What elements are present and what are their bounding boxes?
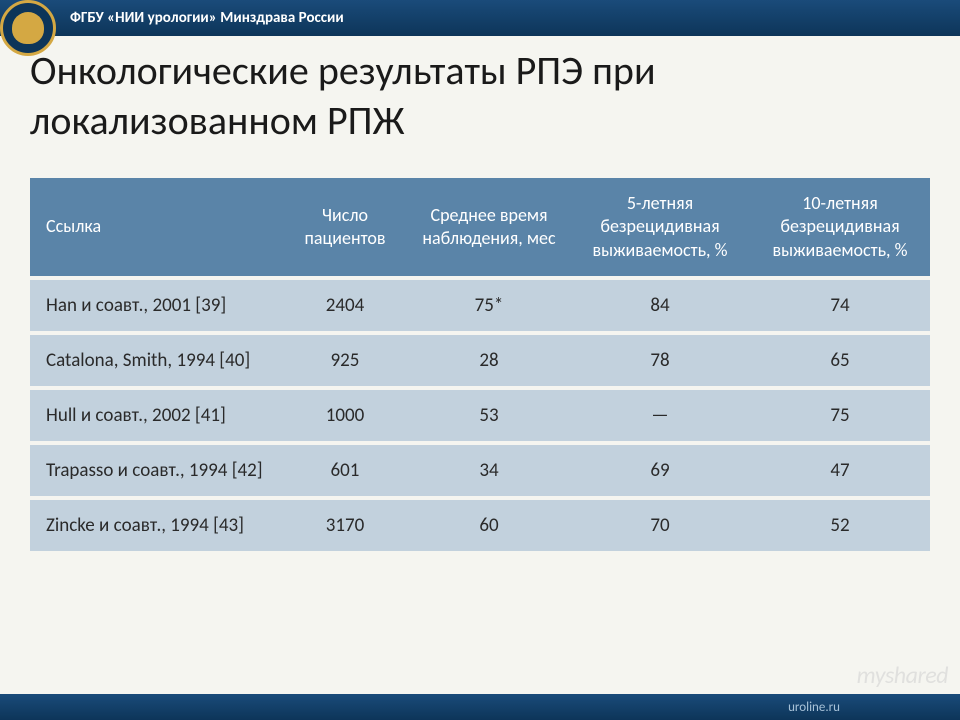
cell-5yr: 78: [570, 335, 750, 386]
col-header-followup: Среднее время наблюдения, мес: [408, 178, 570, 276]
table-row: Hull и соавт., 2002 [41] 1000 53 — 75: [30, 390, 930, 441]
table-row: Han и соавт., 2001 [39] 2404 75* 84 74: [30, 280, 930, 331]
cell-followup: 60: [408, 500, 570, 551]
cell-patients: 1000: [282, 390, 408, 441]
table-row: Zincke и соавт., 1994 [43] 3170 60 70 52: [30, 500, 930, 551]
footer-url: uroline.ru: [788, 700, 840, 715]
cell-followup: 75*: [408, 280, 570, 331]
cell-reference: Catalona, Smith, 1994 [40]: [30, 335, 282, 386]
col-header-5yr: 5-летняя безрецидивная выживаемость, %: [570, 178, 750, 276]
header-bar: ФГБУ «НИИ урологии» Минздрава России: [0, 0, 960, 36]
cell-10yr: 65: [750, 335, 930, 386]
cell-reference: Hull и соавт., 2002 [41]: [30, 390, 282, 441]
results-table: Ссылка Число пациентов Среднее время наб…: [30, 174, 930, 555]
cell-5yr: 70: [570, 500, 750, 551]
cell-5yr: —: [570, 390, 750, 441]
col-header-reference: Ссылка: [30, 178, 282, 276]
cell-patients: 2404: [282, 280, 408, 331]
cell-patients: 925: [282, 335, 408, 386]
cell-followup: 53: [408, 390, 570, 441]
cell-reference: Han и соавт., 2001 [39]: [30, 280, 282, 331]
col-header-patients: Число пациентов: [282, 178, 408, 276]
table-row: Catalona, Smith, 1994 [40] 925 28 78 65: [30, 335, 930, 386]
cell-followup: 34: [408, 445, 570, 496]
table-header-row: Ссылка Число пациентов Среднее время наб…: [30, 178, 930, 276]
cell-patients: 3170: [282, 500, 408, 551]
cell-5yr: 69: [570, 445, 750, 496]
slide-content: Онкологические результаты РПЭ при локали…: [0, 36, 960, 555]
slide-title: Онкологические результаты РПЭ при локали…: [30, 46, 930, 146]
org-name: ФГБУ «НИИ урологии» Минздрава России: [70, 9, 344, 27]
logo-symbol: [12, 12, 44, 44]
cell-reference: Zincke и соавт., 1994 [43]: [30, 500, 282, 551]
cell-reference: Trapasso и соавт., 1994 [42]: [30, 445, 282, 496]
institute-logo: [0, 0, 60, 60]
table-row: Trapasso и соавт., 1994 [42] 601 34 69 4…: [30, 445, 930, 496]
cell-5yr: 84: [570, 280, 750, 331]
cell-10yr: 47: [750, 445, 930, 496]
footer-bar: uroline.ru: [0, 694, 960, 720]
cell-patients: 601: [282, 445, 408, 496]
cell-followup: 28: [408, 335, 570, 386]
cell-10yr: 52: [750, 500, 930, 551]
cell-10yr: 75: [750, 390, 930, 441]
cell-10yr: 74: [750, 280, 930, 331]
watermark: myshared: [857, 661, 948, 690]
col-header-10yr: 10-летняя безрецидивная выживаемость, %: [750, 178, 930, 276]
logo-circle: [0, 0, 56, 56]
